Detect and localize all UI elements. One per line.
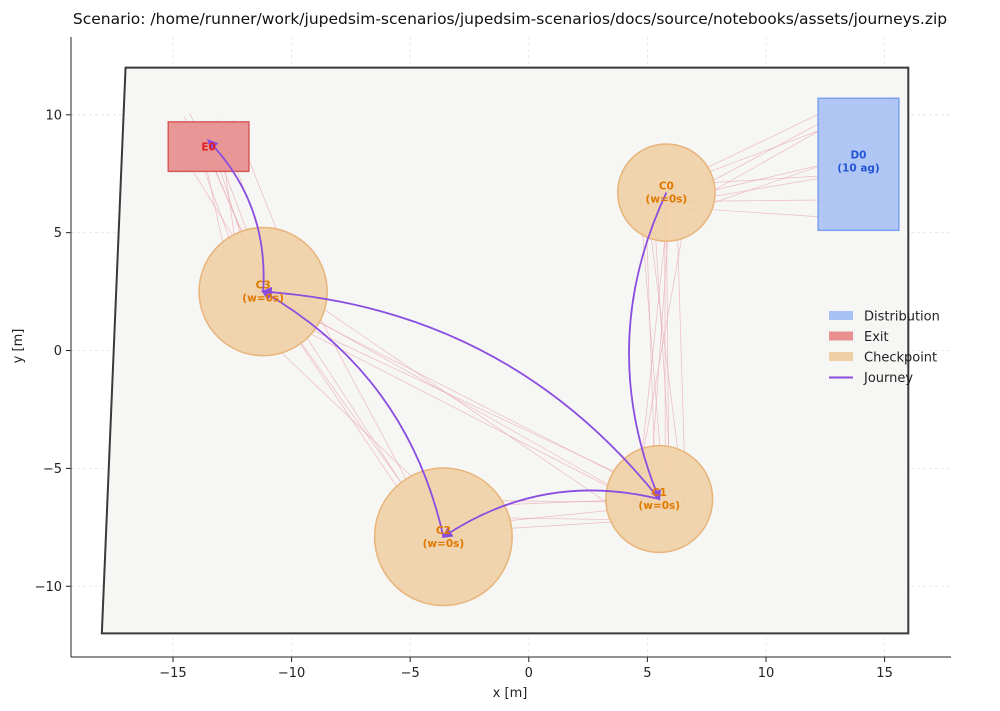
legend-label: Distribution xyxy=(864,310,940,325)
zone-label-layer: D0(10 ag)E0C0(w=0s)C1(w=0s)C2(w=0s)C3(w=… xyxy=(201,142,879,550)
x-tick-label: 5 xyxy=(643,666,651,681)
legend-label: Exit xyxy=(864,330,889,345)
y-tick-label: 10 xyxy=(45,108,62,123)
y-tick-label: −5 xyxy=(43,462,62,477)
distribution-zone xyxy=(817,97,900,232)
axes-layer: −15 −10 −5 0 5 10 15 −10 −5 0 5 10 xyxy=(35,37,951,681)
y-tick-label: −10 xyxy=(35,580,62,595)
checkpoint-label: (w=0s) xyxy=(646,194,688,206)
x-tick-label: −5 xyxy=(401,666,420,681)
checkpoint-label: C3 xyxy=(256,280,271,292)
legend: Distribution Exit Checkpoint Journey xyxy=(829,310,940,386)
checkpoint-label: (w=0s) xyxy=(638,500,680,512)
journey-arrow xyxy=(441,489,660,538)
journey-arrow xyxy=(207,139,265,292)
x-axis-label: x [m] xyxy=(493,686,528,701)
checkpoint-label: (w=0s) xyxy=(242,293,284,305)
legend-swatch xyxy=(829,311,853,320)
chart-title: Scenario: /home/runner/work/jupedsim-sce… xyxy=(73,10,947,28)
journey-layer xyxy=(207,139,668,538)
x-tick-label: 0 xyxy=(525,666,533,681)
exit-label: E0 xyxy=(201,142,215,154)
journey-arrow xyxy=(260,286,660,500)
checkpoint-label: C0 xyxy=(659,181,674,193)
distribution-label: D0 xyxy=(850,149,866,161)
legend-swatch xyxy=(829,352,853,361)
y-axis-label: y [m] xyxy=(11,329,26,364)
legend-label: Checkpoint xyxy=(864,351,937,366)
journey-arrow xyxy=(628,192,668,502)
legend-label: Journey xyxy=(863,371,913,386)
x-tick-label: 15 xyxy=(876,666,893,681)
x-tick-label: −10 xyxy=(278,666,305,681)
y-tick-label: 0 xyxy=(54,344,62,359)
checkpoint-label: (w=0s) xyxy=(423,538,465,550)
checkpoint-label: C1 xyxy=(652,487,667,499)
checkpoint-label: C2 xyxy=(436,525,451,537)
journey-arrow xyxy=(261,290,445,537)
legend-swatch xyxy=(829,331,853,341)
x-tick-label: −15 xyxy=(159,666,186,681)
y-tick-label: 5 xyxy=(54,226,62,241)
x-tick-label: 10 xyxy=(758,666,775,681)
distribution-label: (10 ag) xyxy=(837,162,879,174)
